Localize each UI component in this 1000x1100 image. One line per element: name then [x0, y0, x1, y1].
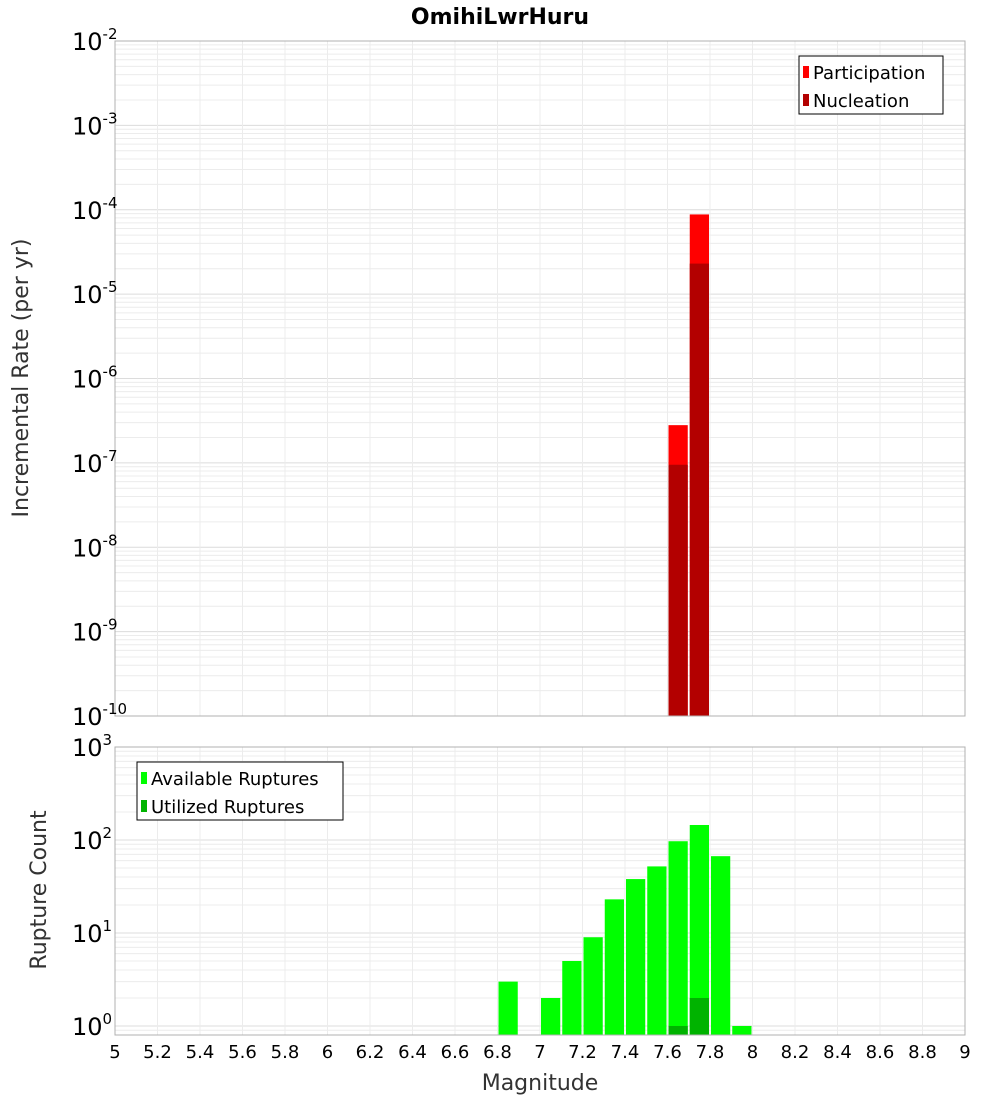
plot-frame	[114, 40, 966, 717]
x-tick-label: 6.4	[398, 1042, 427, 1063]
x-tick-label: 8.2	[781, 1042, 810, 1063]
bar-available-ruptures	[711, 856, 731, 1035]
bar-utilized-ruptures	[689, 997, 709, 1035]
y-tick-label: 101	[72, 917, 112, 948]
legend: Participation Nucleation	[798, 55, 944, 115]
x-tick-label: 9	[959, 1042, 970, 1063]
y-tick-label: 10-10	[72, 700, 127, 731]
rupture-count-panel: 100 101 102 103 Rupture Count Available Ruptu…	[27, 731, 966, 1041]
x-tick-label: 7.8	[696, 1042, 725, 1063]
legend-label: Utilized Ruptures	[151, 797, 304, 818]
x-tick-label: 7.4	[611, 1042, 640, 1063]
x-tick-label: 5.4	[186, 1042, 215, 1063]
rate-panel: 10-10 10-9 10-8 10-7 10-6 10-5 10-4 10-3 10-2 Inc…	[9, 25, 966, 731]
x-tick-label: 8.6	[866, 1042, 895, 1063]
y-tick-label: 103	[72, 731, 112, 762]
legend-swatch	[141, 772, 147, 784]
y-axis-label: Rupture Count	[27, 810, 52, 970]
x-tick-label: 6.8	[483, 1042, 512, 1063]
y-tick-label: 10-2	[72, 25, 118, 56]
bar-available-ruptures	[689, 824, 709, 1035]
legend: Available Ruptures Utilized Ruptures	[136, 761, 344, 821]
y-tick-label: 10-6	[72, 363, 118, 394]
x-tick-label: 6	[322, 1042, 333, 1063]
x-tick-label: 8	[747, 1042, 758, 1063]
bar-available-ruptures	[626, 879, 646, 1035]
bar-nucleation	[668, 464, 688, 716]
y-tick-label: 10-9	[72, 616, 118, 647]
x-tick-label: 7.2	[568, 1042, 597, 1063]
y-tick-label: 100	[72, 1010, 112, 1041]
bar-available-ruptures	[668, 841, 688, 1035]
legend-label: Nucleation	[813, 91, 909, 112]
bar-available-ruptures	[732, 1025, 752, 1035]
bar-available-ruptures	[583, 937, 603, 1035]
bar-available-ruptures	[647, 866, 667, 1035]
x-tick-label: 7	[534, 1042, 545, 1063]
legend-label: Available Ruptures	[151, 769, 319, 790]
y-axis-label: Incremental Rate (per yr)	[9, 239, 34, 518]
bar-nucleation	[689, 263, 709, 716]
legend-box	[798, 55, 944, 115]
x-axis: 5 5.2 5.4 5.6 5.8 6 6.2 6.4 6.6 6.8 7 7.2 7.4 7.6 7.8 8…	[109, 1042, 970, 1063]
y-tick-label: 10-8	[72, 531, 118, 562]
bar-available-ruptures	[604, 899, 624, 1035]
x-tick-label: 8.4	[823, 1042, 852, 1063]
x-tick-label: 5.6	[228, 1042, 257, 1063]
bar-available-ruptures	[562, 960, 582, 1035]
x-tick-label: 5.8	[271, 1042, 300, 1063]
y-tick-label: 10-3	[72, 109, 118, 140]
x-tick-label: 8.8	[908, 1042, 937, 1063]
bar-utilized-ruptures	[668, 1025, 688, 1035]
x-tick-label: 5.2	[143, 1042, 172, 1063]
x-tick-label: 7.6	[653, 1042, 682, 1063]
x-tick-label: 6.2	[356, 1042, 385, 1063]
legend-label: Participation	[813, 63, 925, 84]
x-tick-label: 5	[109, 1042, 120, 1063]
legend-swatch	[803, 66, 809, 78]
y-tick-label: 102	[72, 824, 112, 855]
legend-swatch	[803, 94, 809, 106]
x-axis-label: Magnitude	[482, 1071, 599, 1096]
y-tick-label: 10-4	[72, 194, 118, 225]
chart-title: OmihiLwrHuru	[411, 5, 589, 30]
bar-available-ruptures	[498, 981, 518, 1035]
plot-frame	[114, 746, 966, 1036]
legend-swatch	[141, 800, 147, 812]
x-tick-label: 6.6	[441, 1042, 470, 1063]
y-tick-label: 10-7	[72, 447, 118, 478]
y-tick-label: 10-5	[72, 278, 118, 309]
legend-box	[136, 761, 344, 821]
bar-available-ruptures	[541, 997, 561, 1035]
